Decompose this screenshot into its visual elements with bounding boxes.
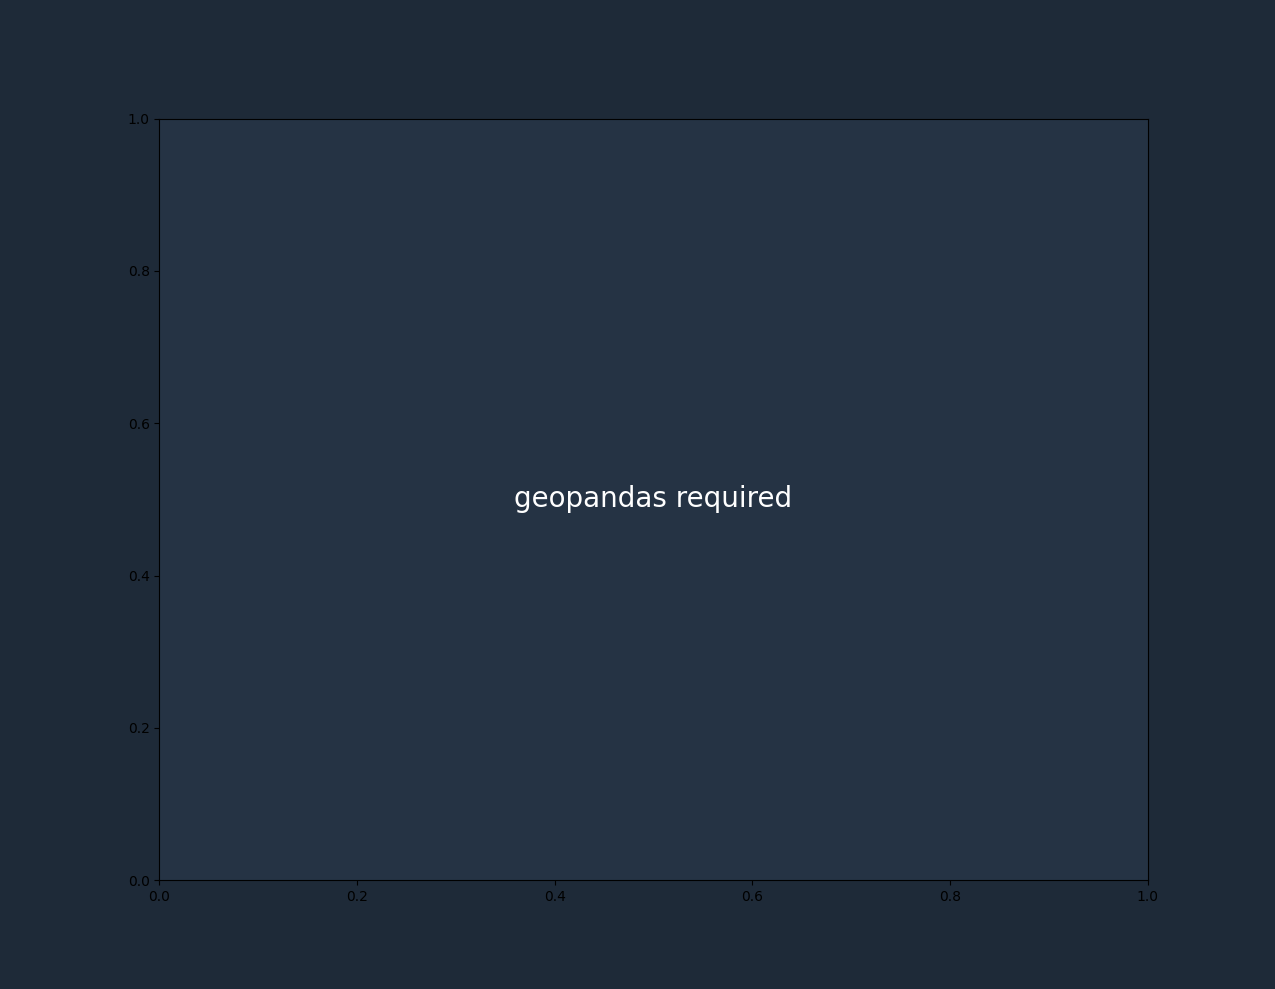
Text: geopandas required: geopandas required bbox=[514, 486, 793, 513]
